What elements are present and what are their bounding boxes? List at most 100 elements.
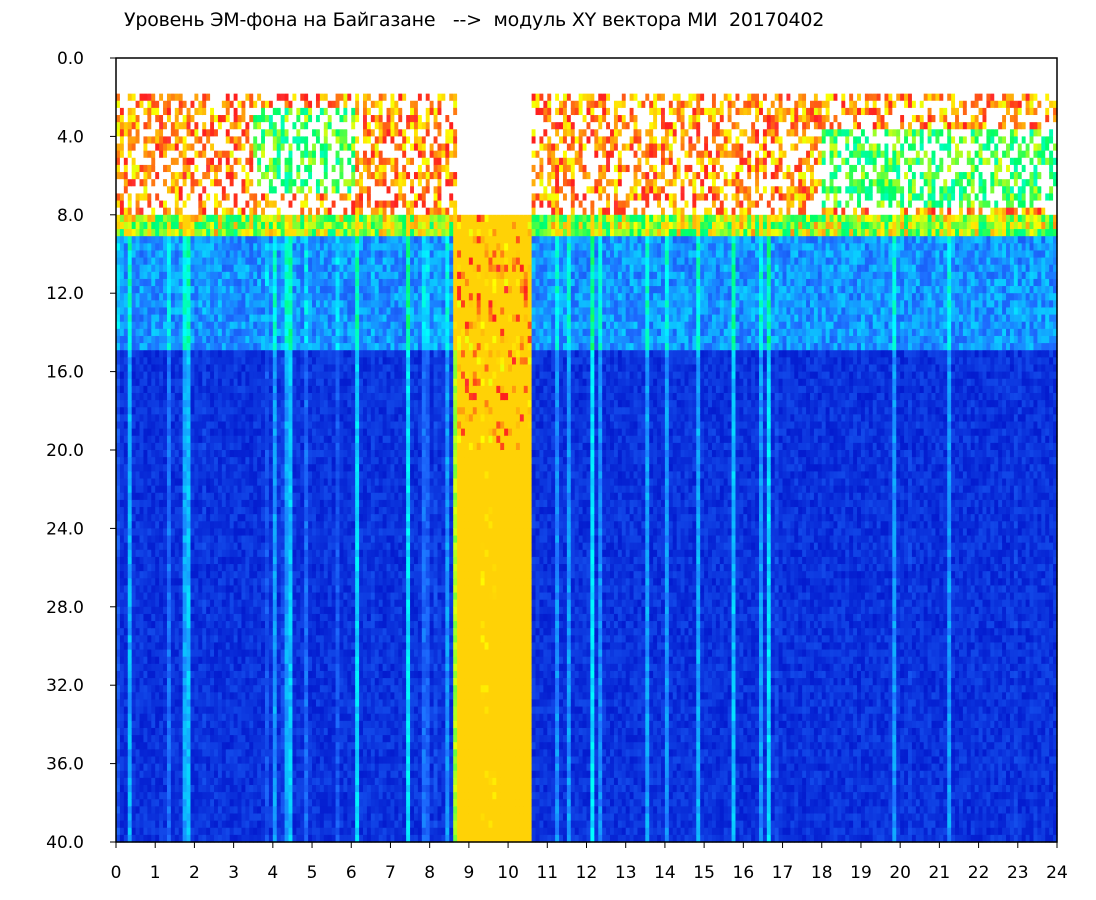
heatmap-cell [202, 407, 207, 415]
heatmap-cell [135, 806, 141, 815]
heatmap-cell [143, 58, 148, 66]
heatmap-cell [217, 492, 223, 501]
heatmap-cell [190, 243, 196, 252]
heatmap-cell [202, 678, 207, 686]
heatmap-cell [280, 678, 286, 686]
heatmap-cell [268, 79, 274, 88]
heatmap-cell [214, 621, 219, 629]
heatmap-cell [135, 236, 141, 244]
heatmap-cell [119, 670, 125, 679]
heatmap-cell [178, 478, 184, 487]
heatmap-cell [264, 343, 270, 351]
heatmap-cell [119, 428, 125, 437]
heatmap-cell [182, 264, 188, 273]
heatmap-cell [155, 542, 160, 551]
heatmap-cell [268, 129, 274, 137]
heatmap-cell [253, 150, 258, 159]
heatmap-cell [210, 556, 215, 565]
heatmap-cell [194, 806, 199, 815]
heatmap-cell [159, 321, 164, 330]
heatmap-cell [119, 635, 125, 644]
heatmap-cell [202, 400, 207, 408]
heatmap-cell [174, 813, 180, 822]
heatmap-cell [163, 122, 168, 130]
heatmap-cell [123, 692, 129, 701]
heatmap-cell [194, 221, 199, 230]
heatmap-cell [292, 136, 297, 145]
heatmap-cell [288, 364, 294, 373]
heatmap-cell [143, 164, 148, 173]
heatmap-cell [268, 564, 274, 572]
heatmap-cell [292, 229, 297, 237]
heatmap-cell [229, 770, 235, 779]
heatmap-cell [225, 343, 231, 351]
heatmap-cell [253, 278, 258, 287]
heatmap-cell [225, 792, 231, 800]
heatmap-cell [206, 407, 211, 415]
heatmap-cell [206, 571, 211, 579]
heatmap-cell [221, 371, 227, 380]
heatmap-cell [237, 792, 243, 800]
heatmap-cell [257, 542, 262, 551]
heatmap-cell [288, 499, 294, 508]
heatmap-cell [206, 742, 211, 750]
heatmap-cell [143, 264, 148, 273]
heatmap-cell [127, 450, 133, 458]
heatmap-cell [237, 784, 243, 793]
heatmap-cell [198, 79, 203, 88]
heatmap-cell [237, 749, 243, 758]
heatmap-cell [178, 592, 184, 601]
heatmap-cell [135, 243, 141, 252]
heatmap-cell [284, 606, 290, 615]
heatmap-cell [272, 378, 278, 387]
heatmap-cell [131, 606, 137, 615]
heatmap-cell [127, 257, 133, 266]
heatmap-cell [221, 58, 227, 66]
heatmap-cell [159, 606, 164, 615]
heatmap-cell [272, 834, 278, 843]
heatmap-cell [178, 827, 184, 836]
heatmap-cell [241, 214, 246, 223]
heatmap-cell [241, 735, 246, 743]
heatmap-cell [206, 264, 211, 273]
heatmap-cell [139, 257, 145, 266]
heatmap-cell [170, 799, 176, 807]
heatmap-cell [217, 777, 223, 786]
heatmap-cell [202, 164, 207, 173]
heatmap-cell [280, 628, 286, 636]
heatmap-cell [257, 271, 262, 280]
heatmap-cell [155, 806, 160, 815]
heatmap-cell [206, 378, 211, 387]
heatmap-cell [119, 492, 125, 501]
heatmap-cell [127, 692, 133, 701]
heatmap-cell [249, 556, 254, 565]
heatmap-cell [264, 392, 270, 401]
heatmap-cell [292, 371, 297, 380]
heatmap-cell [257, 378, 262, 387]
heatmap-cell [210, 749, 215, 758]
heatmap-cell [194, 371, 199, 380]
heatmap-cell [241, 471, 246, 480]
heatmap-cell [210, 450, 215, 458]
heatmap-cell [190, 65, 196, 73]
heatmap-cell [221, 499, 227, 508]
heatmap-cell [151, 257, 156, 266]
heatmap-cell [116, 129, 121, 137]
heatmap-cell [186, 214, 192, 223]
heatmap-cell [174, 58, 180, 66]
heatmap-cell [139, 514, 145, 522]
heatmap-cell [214, 321, 219, 330]
heatmap-cell [241, 450, 246, 458]
heatmap-cell [280, 207, 286, 216]
heatmap-cell [237, 107, 243, 116]
heatmap-cell [272, 79, 278, 88]
heatmap-cell [186, 207, 192, 216]
heatmap-cell [272, 450, 278, 458]
heatmap-cell [159, 343, 164, 351]
heatmap-cell [116, 221, 121, 230]
heatmap-cell [147, 571, 152, 579]
heatmap-cell [190, 592, 196, 601]
heatmap-cell [221, 799, 227, 807]
heatmap-cell [261, 770, 266, 779]
heatmap-cell [288, 100, 294, 109]
